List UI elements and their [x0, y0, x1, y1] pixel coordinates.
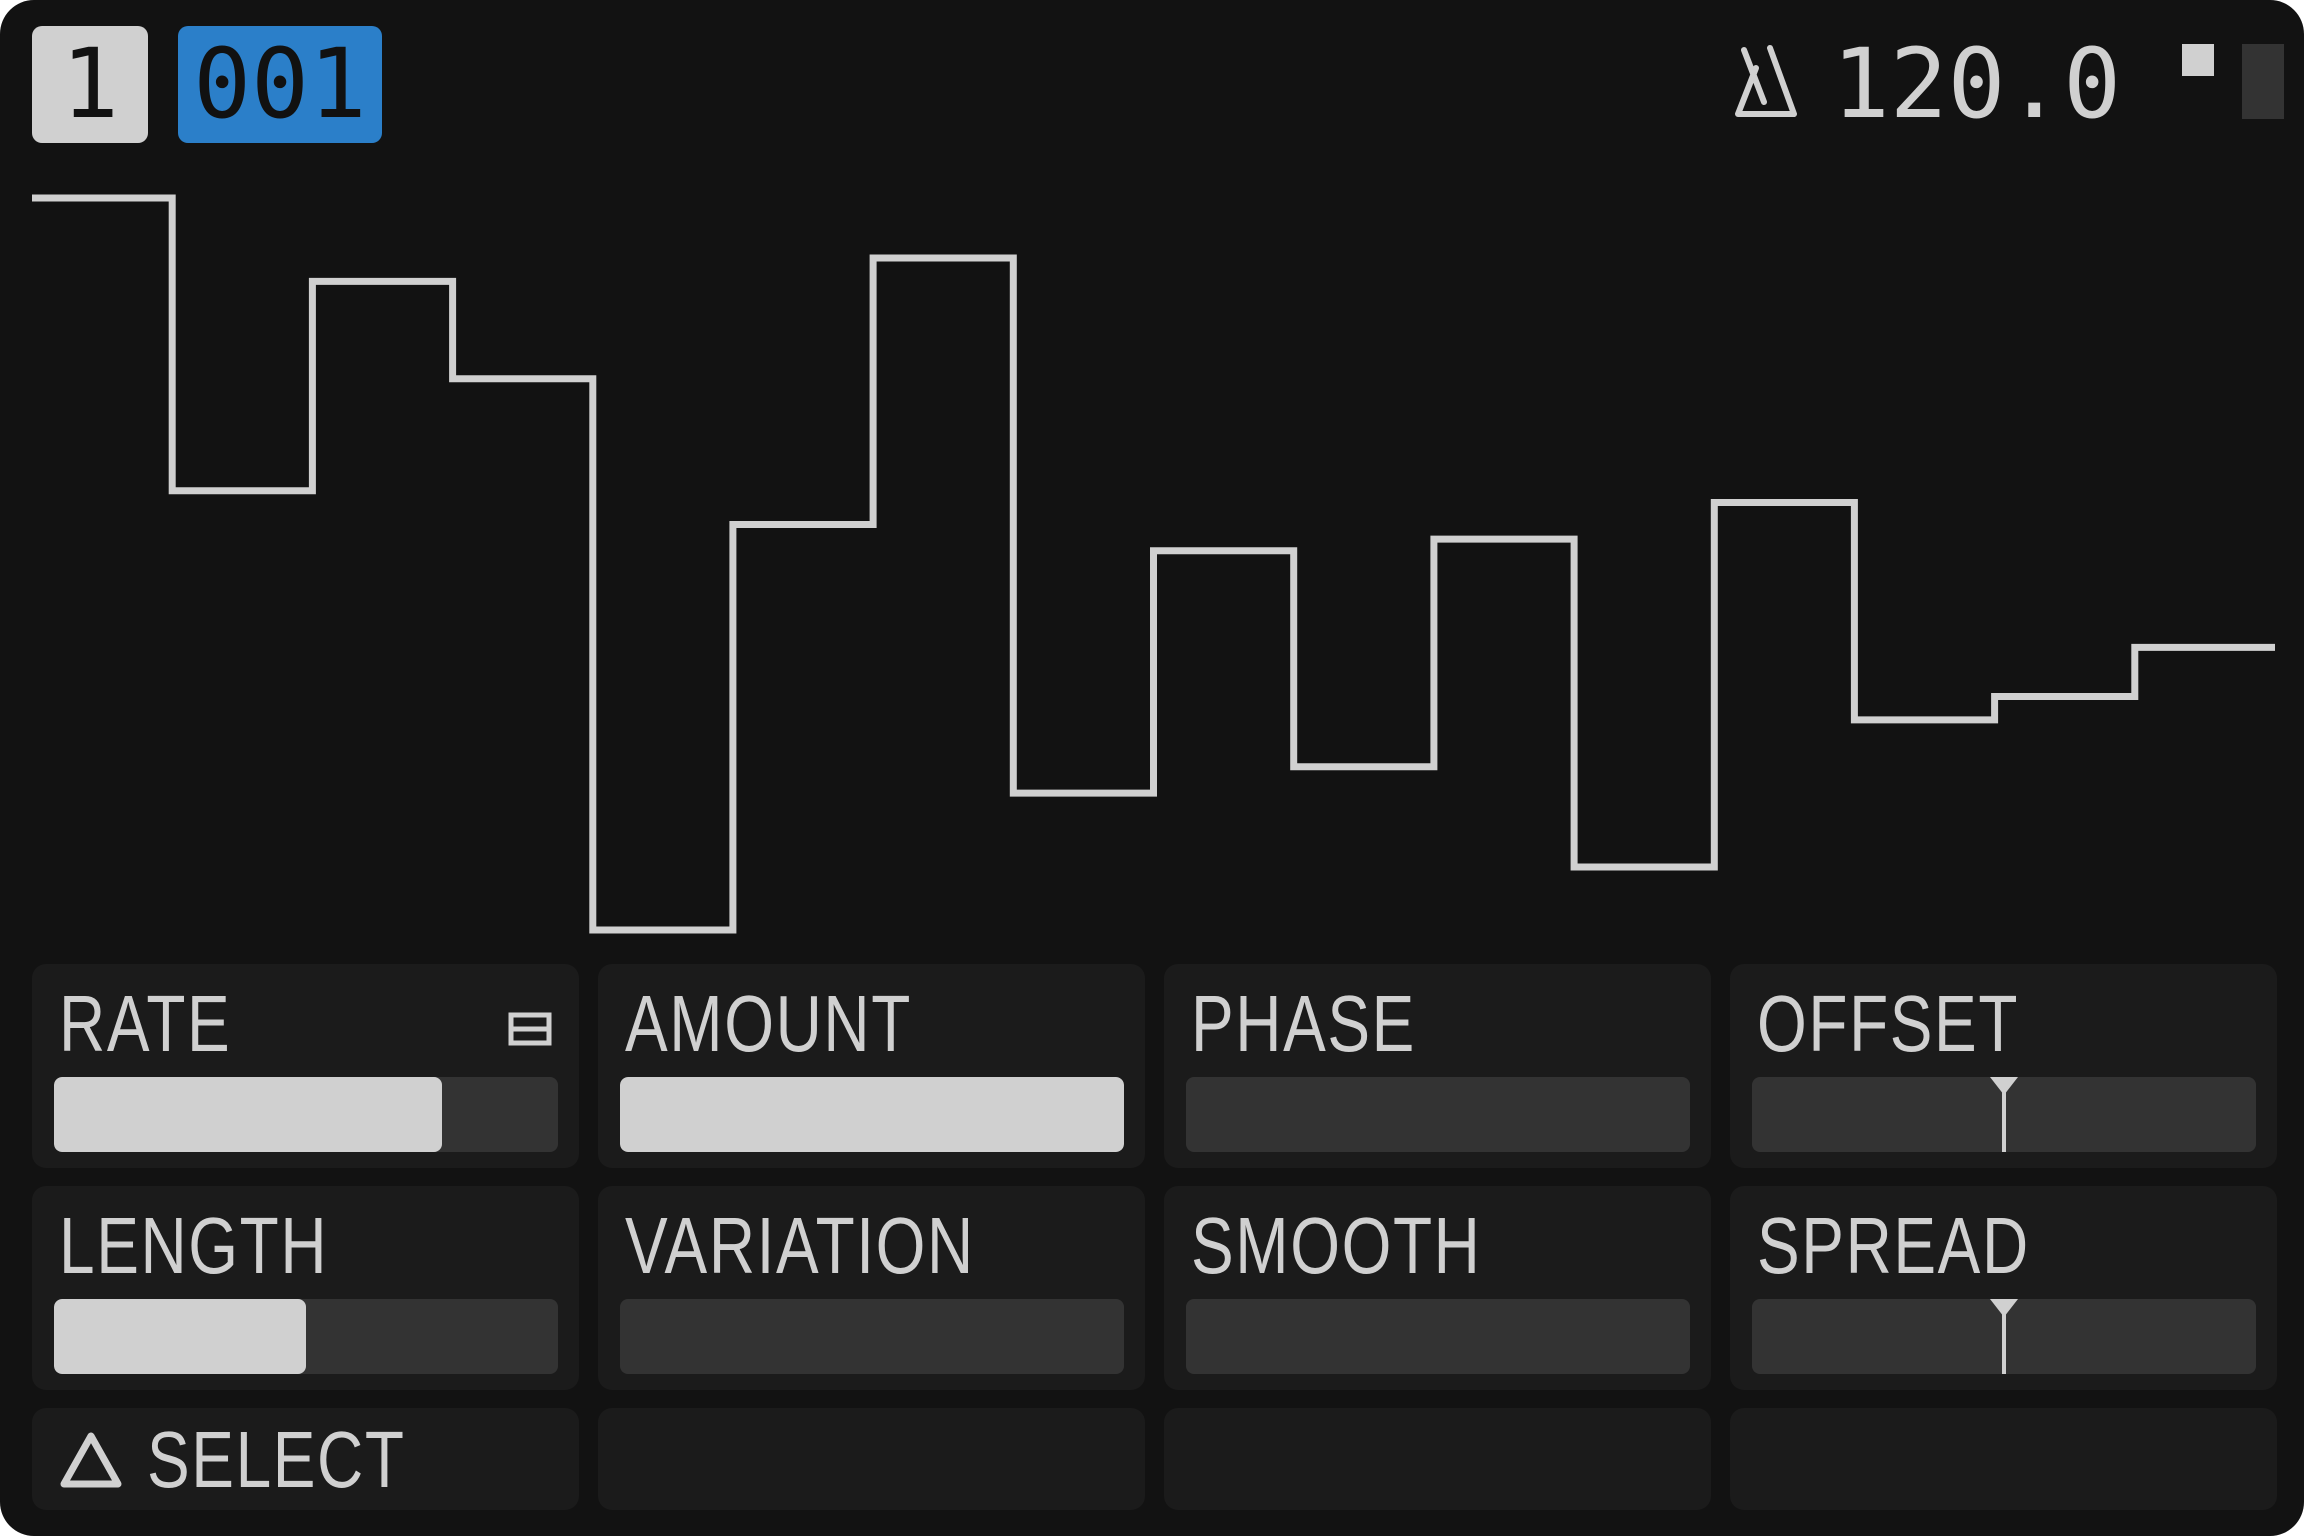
select-label: SELECT	[147, 1415, 406, 1504]
param-label: SMOOTH	[1191, 1201, 1482, 1290]
pattern-badge[interactable]: 001	[178, 26, 382, 143]
param-rate[interactable]: RATE	[32, 964, 579, 1168]
param-label: RATE	[59, 979, 232, 1068]
param-smooth[interactable]: SMOOTH	[1164, 1186, 1711, 1390]
triangle-icon	[60, 1432, 122, 1488]
empty-slot	[598, 1408, 1145, 1510]
param-variation[interactable]: VARIATION	[598, 1186, 1145, 1390]
slider-center-marker	[1990, 1299, 2018, 1374]
level-meter	[2242, 44, 2284, 119]
status-indicator	[2182, 44, 2214, 76]
param-label: LENGTH	[59, 1201, 329, 1290]
param-amount[interactable]: AMOUNT	[598, 964, 1145, 1168]
param-slider[interactable]	[1752, 1077, 2256, 1152]
track-badge[interactable]: 1	[32, 26, 148, 143]
slider-fill	[54, 1077, 443, 1152]
metronome-icon	[1735, 45, 1797, 117]
param-slider[interactable]	[1186, 1077, 1690, 1152]
tempo-display[interactable]: 120.0	[1832, 28, 2121, 140]
param-slider[interactable]	[620, 1077, 1124, 1152]
param-spread[interactable]: SPREAD	[1730, 1186, 2277, 1390]
param-slider[interactable]	[1752, 1299, 2256, 1374]
param-phase[interactable]: PHASE	[1164, 964, 1711, 1168]
param-slider[interactable]	[620, 1299, 1124, 1374]
param-slider[interactable]	[1186, 1299, 1690, 1374]
sync-icon	[508, 1012, 552, 1046]
param-length[interactable]: LENGTH	[32, 1186, 579, 1390]
param-label: VARIATION	[625, 1201, 975, 1290]
slider-fill	[54, 1299, 306, 1374]
param-slider[interactable]	[54, 1299, 558, 1374]
empty-slot	[1164, 1408, 1711, 1510]
param-label: SPREAD	[1757, 1201, 2030, 1290]
param-label: PHASE	[1191, 979, 1416, 1068]
waveform-line	[32, 194, 2275, 934]
empty-slot	[1730, 1408, 2277, 1510]
param-slider[interactable]	[54, 1077, 558, 1152]
param-offset[interactable]: OFFSET	[1730, 964, 2277, 1168]
param-label: OFFSET	[1757, 979, 2020, 1068]
slider-center-marker	[1990, 1077, 2018, 1152]
slider-fill	[620, 1077, 1124, 1152]
select-button[interactable]: SELECT	[32, 1408, 579, 1510]
param-label: AMOUNT	[625, 979, 912, 1068]
